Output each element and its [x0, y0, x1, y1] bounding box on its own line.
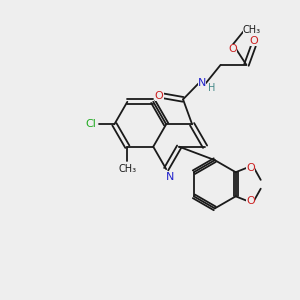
Text: CH₃: CH₃ — [243, 25, 261, 35]
Text: N: N — [198, 78, 206, 88]
Text: CH₃: CH₃ — [118, 164, 136, 174]
Text: N: N — [166, 172, 174, 182]
Text: O: O — [250, 37, 259, 46]
Text: H: H — [208, 83, 215, 93]
Text: O: O — [246, 163, 255, 173]
Text: O: O — [155, 91, 164, 101]
Text: O: O — [228, 44, 237, 54]
Text: O: O — [246, 196, 255, 206]
Text: Cl: Cl — [85, 119, 96, 129]
